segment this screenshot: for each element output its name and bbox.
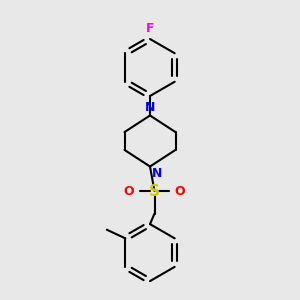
Text: N: N	[145, 101, 155, 114]
Text: O: O	[175, 184, 185, 198]
Text: F: F	[146, 22, 154, 35]
Text: O: O	[124, 184, 134, 198]
Text: N: N	[152, 167, 162, 180]
Text: S: S	[149, 184, 160, 199]
